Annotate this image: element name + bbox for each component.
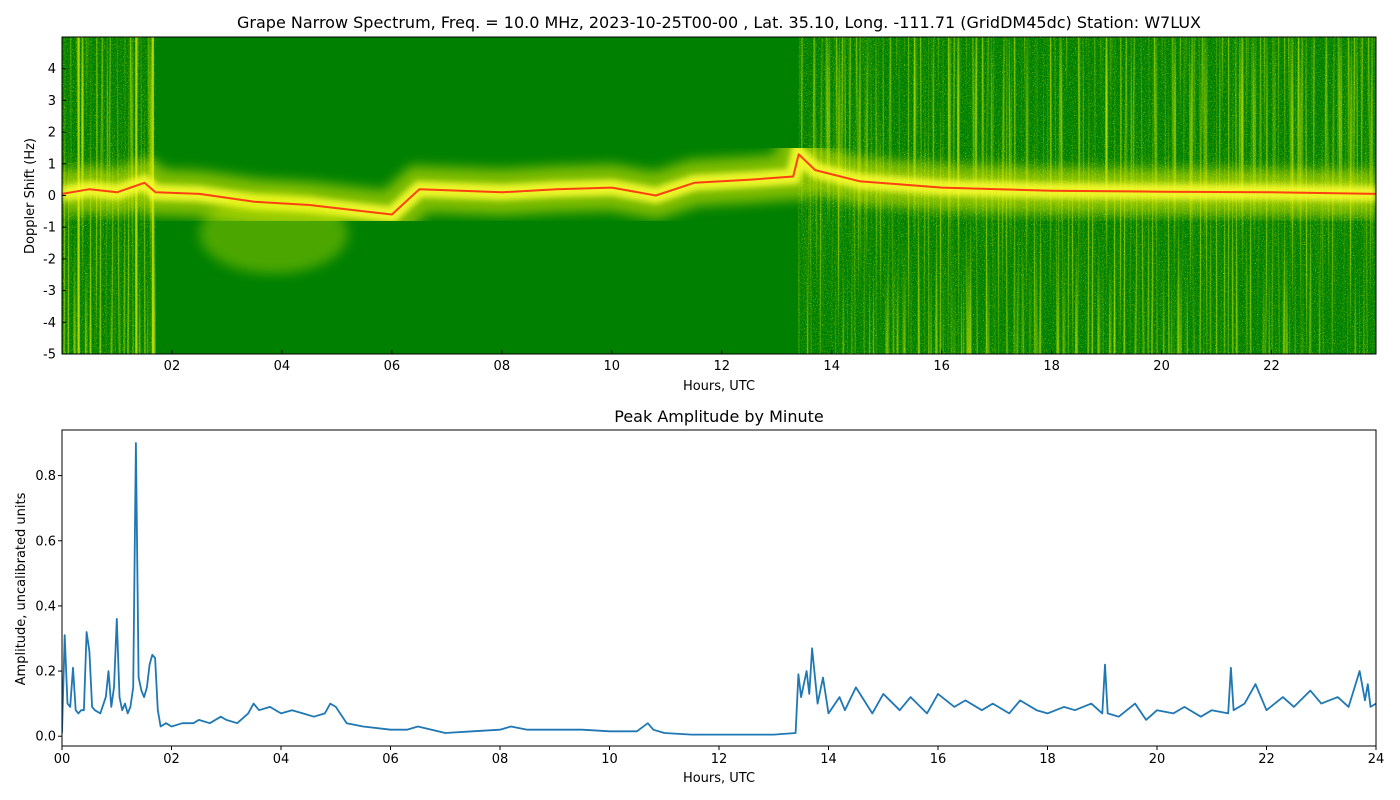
- spectrogram-y-tick-label: 1: [48, 157, 56, 172]
- amplitude-title: Peak Amplitude by Minute: [614, 407, 824, 426]
- amplitude-x-tick-label: 24: [1368, 752, 1385, 767]
- spectrogram-y-axis-label: Doppler Shift (Hz): [23, 138, 38, 254]
- amplitude-series-line: [62, 442, 1376, 736]
- spectrogram-x-axis-label: Hours, UTC: [683, 379, 755, 394]
- amplitude-y-axis-label: Amplitude, uncalibrated units: [14, 492, 29, 685]
- amplitude-x-tick-label: 16: [930, 752, 947, 767]
- spectrogram-y-tick-label: -2: [43, 252, 56, 267]
- amplitude-x-tick-label: 10: [601, 752, 618, 767]
- spectrogram-x-tick-label: 04: [274, 359, 291, 374]
- amplitude-x-tick-label: 00: [54, 752, 71, 767]
- amplitude-x-tick-label: 14: [820, 752, 837, 767]
- spectrogram-x-tick-label: 08: [494, 359, 511, 374]
- spectrogram-y-tick-label: -4: [43, 316, 56, 331]
- spectrogram-y-tick-label: -1: [43, 221, 56, 236]
- spectrogram-x-tick-label: 18: [1043, 359, 1060, 374]
- amplitude-x-tick-label: 02: [163, 752, 180, 767]
- spectrogram-title: Grape Narrow Spectrum, Freq. = 10.0 MHz,…: [237, 13, 1201, 32]
- spectrogram-x-tick-label: 02: [164, 359, 181, 374]
- amplitude-y-tick-label: 0.2: [35, 665, 56, 680]
- amplitude-x-tick-label: 12: [711, 752, 728, 767]
- spectrogram-y-tick-label: 4: [48, 62, 56, 77]
- amplitude-y-tick-label: 0.4: [35, 599, 56, 614]
- spectrogram-x-tick-label: 10: [604, 359, 621, 374]
- amplitude-x-tick-label: 08: [492, 752, 509, 767]
- spectrogram-x-tick-label: 06: [384, 359, 401, 374]
- spectrogram-y-tick-label: 2: [48, 126, 56, 141]
- amplitude-x-tick-label: 04: [273, 752, 290, 767]
- doppler-ridge-line: [62, 153, 1376, 216]
- spectrogram-y-tick-label: 0: [48, 189, 56, 204]
- amplitude-plot-area: [62, 430, 1376, 746]
- spectrogram-x-tick-label: 14: [823, 359, 840, 374]
- spectrogram-x-tick-label: 22: [1263, 359, 1280, 374]
- spectrogram-spread-region: [199, 193, 348, 274]
- spectrogram-x-tick-label: 12: [713, 359, 730, 374]
- amplitude-x-tick-label: 18: [1039, 752, 1056, 767]
- spectrogram-image: [62, 37, 1376, 354]
- amplitude-x-axis-label: Hours, UTC: [683, 771, 755, 786]
- spectrogram-y-tick-label: -5: [43, 348, 56, 363]
- amplitude-x-tick-label: 06: [382, 752, 399, 767]
- spectrogram-panel: Grape Narrow Spectrum, Freq. = 10.0 MHz,…: [23, 13, 1377, 394]
- amplitude-y-tick-label: 0.8: [35, 469, 56, 484]
- spectrogram-x-tick-label: 16: [933, 359, 950, 374]
- spectrogram-y-tick-label: -3: [43, 284, 56, 299]
- amplitude-panel: Peak Amplitude by Minute 00 02 04 06 08 10 12 1…: [14, 407, 1384, 786]
- amplitude-y-tick-label: 0.0: [35, 730, 56, 745]
- amplitude-y-tick-label: 0.6: [35, 534, 56, 549]
- amplitude-x-tick-label: 22: [1258, 752, 1275, 767]
- spectrogram-x-tick-label: 20: [1153, 359, 1170, 374]
- spectrogram-y-tick-label: 3: [48, 94, 56, 109]
- amplitude-x-tick-label: 20: [1149, 752, 1166, 767]
